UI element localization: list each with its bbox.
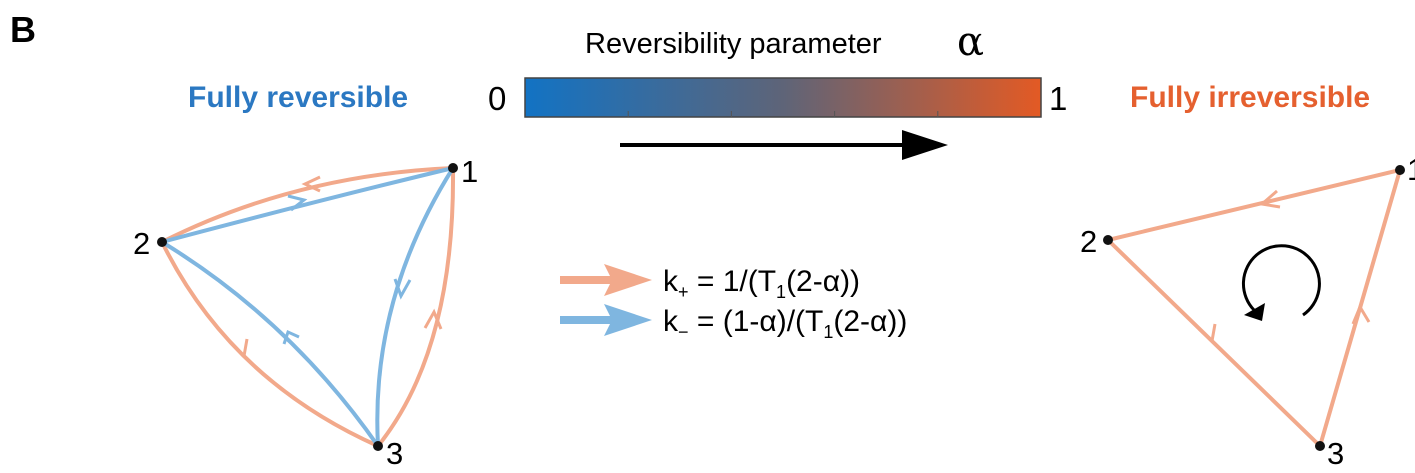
colorbar-ticks — [627, 111, 939, 117]
node-3-left — [373, 441, 383, 451]
colorbar-symbol: α — [957, 19, 984, 65]
edge-forward-2-3 — [160, 241, 379, 448]
node-label-1-right: 1 — [1407, 152, 1415, 187]
colorbar-gradient — [524, 77, 1042, 118]
panel-label: B — [10, 9, 36, 50]
edge-backward-2-1 — [161, 166, 454, 244]
reversible-network — [157, 163, 458, 451]
node-1-left — [448, 163, 458, 173]
legend-backward-arrow-icon — [560, 304, 652, 336]
regime-label-irreversible: Fully irreversible — [1130, 81, 1370, 114]
edge-backward-1-3 — [375, 166, 455, 447]
arrowhead-forward-1-2 — [301, 175, 321, 193]
legend-backward-text: k− = (1-α)/(T1(2-α)) — [663, 305, 907, 342]
arrowhead-1-2-right — [1258, 189, 1281, 209]
edge-forward-3-1 — [376, 167, 456, 448]
arrowhead-3-1-right — [1351, 303, 1371, 325]
arrowhead-backward-3-2 — [282, 329, 300, 345]
arrowhead-forward-3-1 — [423, 308, 443, 330]
regime-label-reversible: Fully reversible — [188, 81, 408, 114]
node-label-3-left: 3 — [386, 436, 403, 471]
colorbar-min-label: 0 — [488, 80, 506, 117]
node-label-3-right: 3 — [1327, 436, 1344, 471]
node-2-left — [157, 237, 167, 247]
colorbar — [524, 77, 1042, 118]
node-3-right — [1315, 441, 1325, 451]
node-2-right — [1103, 235, 1113, 245]
node-label-1-left: 1 — [461, 154, 478, 189]
rotation-arrow-icon — [1241, 244, 1321, 321]
arrowhead-backward-1-3 — [393, 278, 412, 300]
arrow-right-icon — [620, 130, 948, 160]
arrowhead-backward-2-1 — [287, 194, 308, 212]
node-label-2-left: 2 — [133, 226, 150, 261]
edge-2-3-right — [1106, 238, 1322, 448]
colorbar-max-label: 1 — [1049, 80, 1067, 117]
node-label-2-right: 2 — [1080, 224, 1097, 259]
legend: k+ = 1/(T1(2-α)) k− = (1-α)/(T1(2-α)) — [560, 264, 907, 342]
edge-backward-3-2 — [160, 240, 380, 448]
legend-forward-arrow-icon — [560, 264, 652, 296]
edge-1-2-right — [1107, 168, 1401, 242]
arrowhead-2-3-right — [1197, 323, 1217, 344]
arrowhead-forward-2-3 — [230, 338, 249, 360]
edge-forward-1-2 — [161, 166, 454, 244]
legend-forward-text: k+ = 1/(T1(2-α)) — [663, 265, 860, 302]
node-1-right — [1395, 165, 1405, 175]
colorbar-title: Reversibility parameter — [585, 28, 882, 60]
irreversible-network — [1103, 165, 1405, 451]
